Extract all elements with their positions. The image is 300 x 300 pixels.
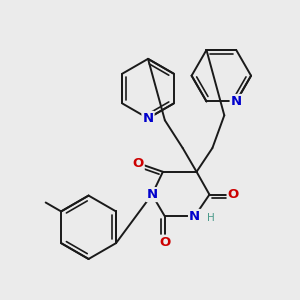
Text: O: O [159,236,170,249]
Text: N: N [231,95,242,108]
Text: N: N [189,210,200,223]
Text: O: O [228,188,239,201]
Text: O: O [133,158,144,170]
Text: H: H [208,213,215,224]
Text: N: N [146,188,158,201]
Text: N: N [142,112,154,125]
